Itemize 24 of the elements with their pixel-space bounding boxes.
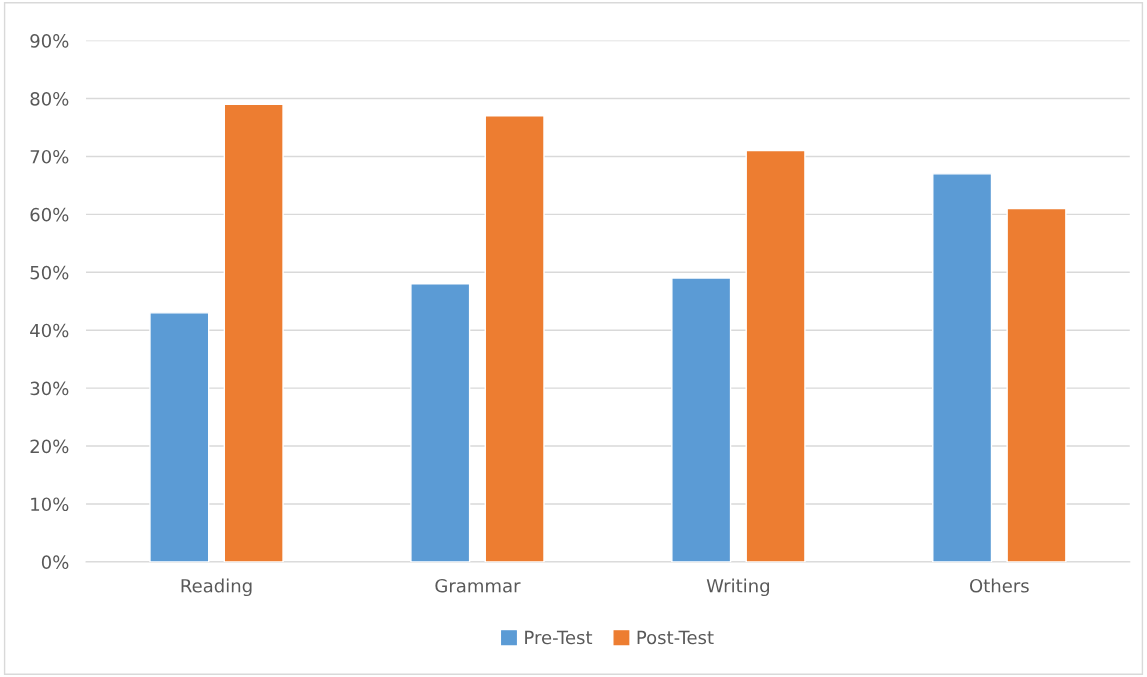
legend-label: Post-Test xyxy=(637,630,714,645)
y-tick-label: 60% xyxy=(30,207,69,222)
bar xyxy=(671,277,732,562)
x-tick-label: Writing xyxy=(706,578,769,597)
bar xyxy=(223,103,284,562)
bar xyxy=(410,283,471,562)
x-tick-label: Grammar xyxy=(435,578,521,593)
bar xyxy=(745,149,806,562)
legend-label: Pre-Test xyxy=(525,630,593,645)
bar xyxy=(1006,207,1067,562)
y-tick-label: 90% xyxy=(30,34,69,48)
x-tick-label: Others xyxy=(970,578,1029,593)
y-tick-label: 40% xyxy=(30,323,69,338)
x-tick-label: Reading xyxy=(181,578,252,597)
y-tick-label: 80% xyxy=(30,92,69,106)
y-tick-label: 70% xyxy=(30,149,69,164)
bar xyxy=(484,115,545,562)
y-tick-label: 0% xyxy=(41,555,69,570)
y-tick-label: 20% xyxy=(30,439,69,454)
bar xyxy=(932,173,993,562)
bar xyxy=(149,312,210,562)
y-tick-label: 50% xyxy=(30,265,69,280)
y-tick-label: 10% xyxy=(31,497,69,512)
y-tick-label: 30% xyxy=(30,381,69,396)
